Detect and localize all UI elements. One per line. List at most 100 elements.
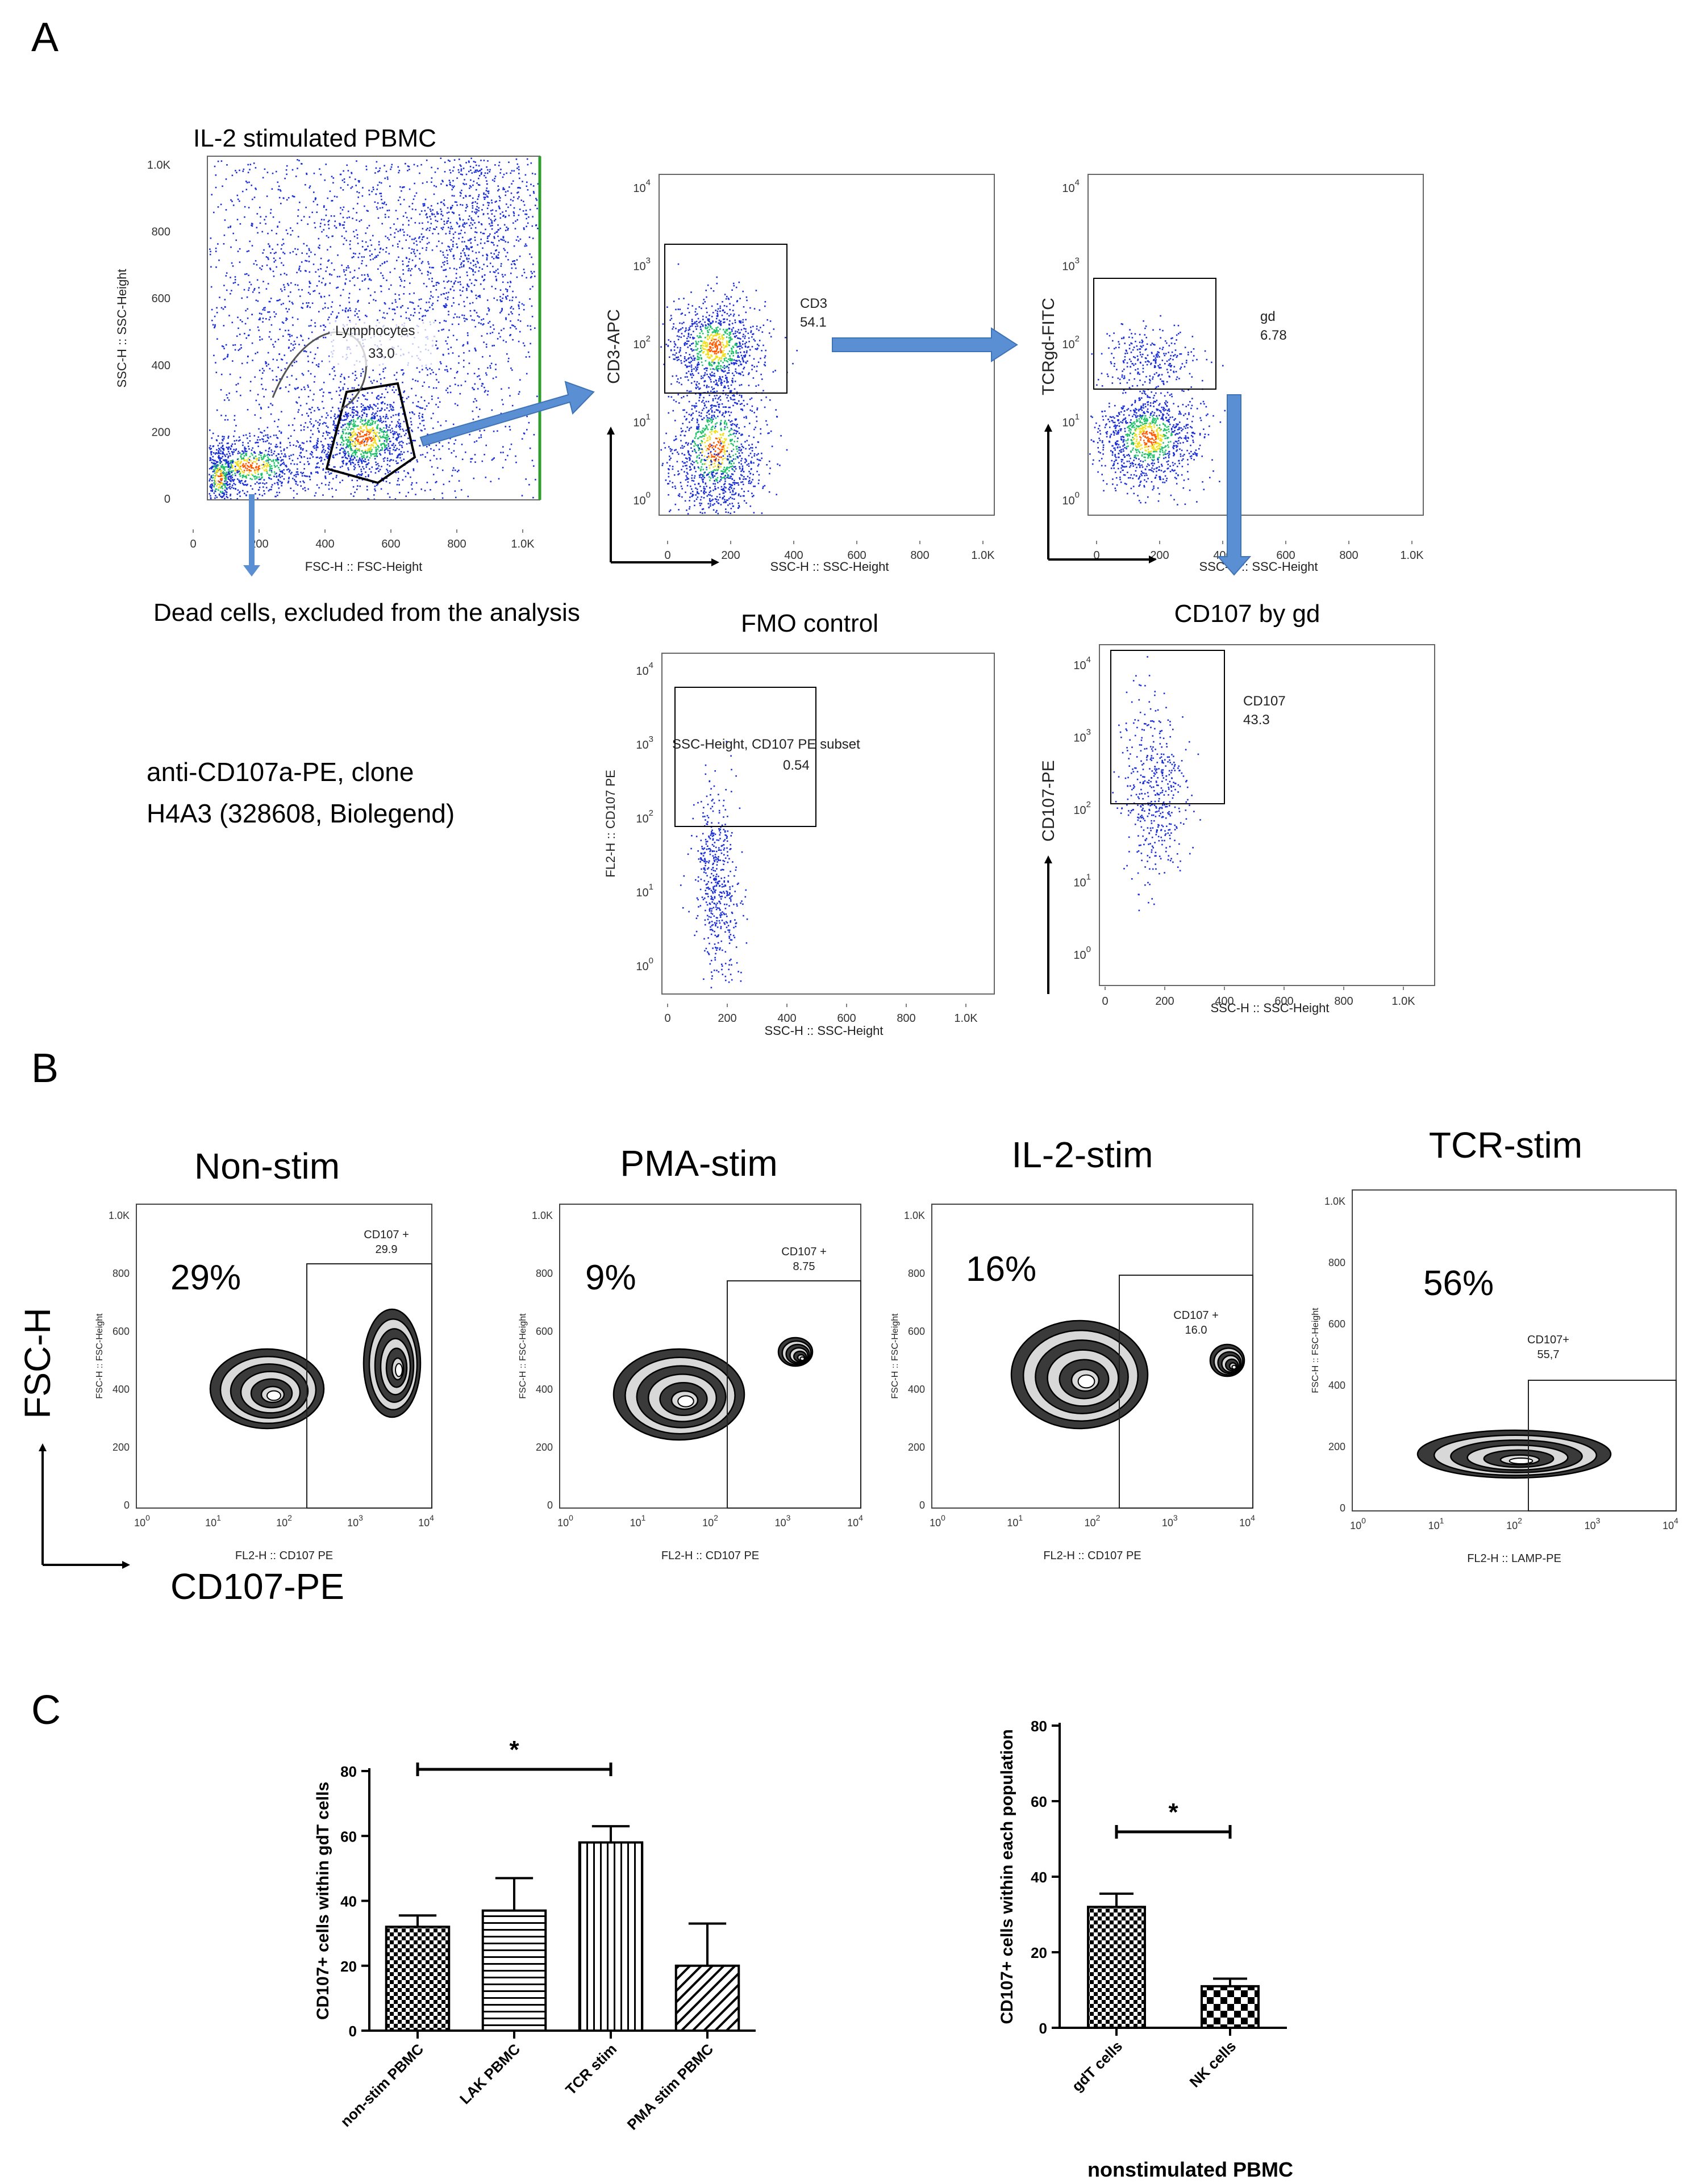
event-dot (327, 457, 328, 459)
event-dot (528, 356, 531, 358)
event-dot (314, 325, 316, 327)
event-dot (303, 429, 305, 431)
event-dot (269, 463, 271, 466)
event-dot (231, 290, 232, 291)
event-dot (724, 321, 726, 323)
event-dot (249, 432, 251, 435)
event-dot (485, 197, 486, 198)
event-dot (259, 336, 261, 338)
event-dot (454, 313, 456, 315)
event-dot (246, 182, 248, 183)
event-dot (244, 484, 247, 486)
event-dot (259, 494, 261, 495)
event-dot (221, 464, 223, 466)
event-dot (359, 319, 361, 321)
event-dot (297, 248, 299, 250)
event-dot (286, 311, 289, 313)
event-dot (447, 281, 448, 283)
event-dot (448, 448, 450, 450)
event-dot (489, 233, 491, 235)
event-dot (273, 462, 275, 464)
event-dot (253, 457, 255, 460)
event-dot (377, 184, 379, 186)
event-dot (270, 486, 273, 488)
event-dot (248, 471, 250, 474)
event-dot (470, 461, 472, 463)
event-dot (328, 444, 330, 446)
event-dot (308, 463, 310, 465)
event-dot (332, 235, 334, 237)
event-dot (316, 471, 319, 473)
event-dot (348, 401, 351, 403)
event-dot (740, 384, 743, 386)
event-dot (371, 407, 373, 408)
event-dot (260, 474, 262, 477)
event-dot (486, 254, 489, 257)
event-dot (364, 278, 366, 280)
event-dot (729, 308, 731, 311)
event-dot (223, 436, 225, 438)
event-dot (361, 262, 362, 265)
event-dot (239, 462, 241, 464)
event-dot (399, 285, 401, 287)
event-dot (242, 450, 244, 453)
event-dot (264, 463, 266, 466)
event-dot (326, 412, 328, 414)
event-dot (489, 365, 491, 367)
event-dot (379, 373, 381, 375)
event-dot (215, 439, 218, 441)
event-dot (368, 419, 369, 421)
event-dot (484, 198, 486, 200)
event-dot (237, 250, 239, 252)
event-dot (476, 206, 478, 208)
event-dot (487, 202, 489, 203)
event-dot (366, 423, 368, 425)
event-dot (435, 289, 437, 291)
event-dot (495, 231, 498, 233)
event-dot (485, 343, 487, 345)
event-dot (348, 424, 351, 427)
event-dot (234, 430, 236, 432)
event-dot (215, 461, 218, 463)
event-dot (380, 410, 382, 411)
event-dot (423, 205, 424, 207)
event-dot (732, 378, 734, 379)
event-dot (470, 262, 472, 264)
event-dot (399, 425, 402, 428)
event-dot (290, 350, 292, 352)
event-dot (211, 483, 213, 485)
event-dot (340, 398, 342, 400)
event-dot (297, 468, 298, 470)
event-dot (248, 181, 250, 183)
event-dot (214, 484, 215, 486)
event-dot (351, 454, 353, 456)
event-dot (444, 161, 446, 164)
event-dot (389, 386, 391, 387)
event-dot (234, 281, 236, 283)
event-dot (210, 458, 212, 460)
event-dot (276, 491, 278, 494)
event-dot (273, 464, 276, 466)
event-dot (482, 356, 484, 358)
event-dot (381, 449, 383, 451)
event-dot (501, 388, 502, 390)
event-dot (245, 477, 247, 479)
event-dot (462, 366, 465, 368)
event-dot (259, 292, 260, 294)
event-dot (379, 420, 381, 423)
event-dot (307, 223, 309, 225)
event-dot (295, 476, 297, 478)
event-dot (299, 295, 301, 297)
event-dot (254, 469, 256, 471)
event-dot (347, 210, 349, 212)
event-dot (455, 496, 457, 499)
event-dot (298, 269, 300, 271)
event-dot (239, 439, 241, 441)
event-dot (389, 470, 391, 472)
event-dot (240, 458, 243, 460)
event-dot (695, 349, 697, 351)
event-dot (217, 453, 219, 454)
event-dot (470, 186, 472, 188)
event-dot (218, 259, 220, 261)
event-dot (209, 480, 210, 482)
